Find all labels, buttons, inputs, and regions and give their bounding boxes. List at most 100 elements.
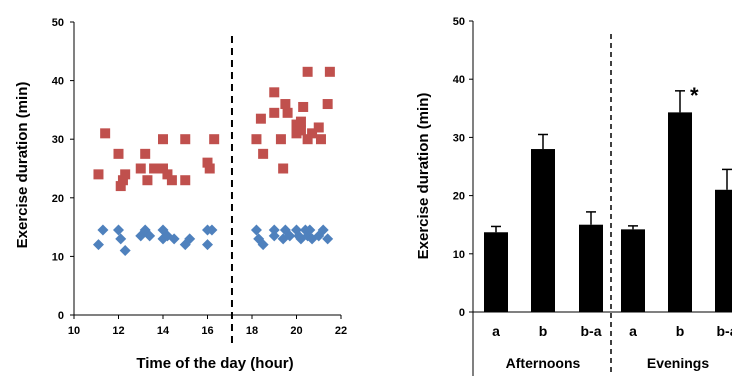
- scatter-x-axis-label: Time of the day (hour): [136, 355, 293, 372]
- scatter-point-square: [251, 134, 262, 145]
- bar-category-label: b: [539, 323, 548, 339]
- scatter-point-diamond: [119, 245, 131, 257]
- scatter-x-tick-label: 10: [68, 325, 80, 337]
- scatter-point-square: [204, 163, 215, 174]
- scatter-point-diamond: [144, 230, 156, 242]
- scatter-point-square: [280, 99, 291, 110]
- bar: [621, 229, 645, 312]
- scatter-point-diamond: [113, 224, 124, 236]
- scatter-point-diamond: [184, 233, 196, 245]
- scatter-point-square: [269, 107, 280, 118]
- scatter-point-square: [302, 134, 313, 145]
- scatter-point-square: [166, 175, 177, 186]
- scatter-points: [92, 66, 335, 257]
- scatter-point-square: [298, 101, 309, 112]
- bar-y-axis-label: Exercise duration (min): [415, 93, 432, 260]
- scatter-y-tick-label: 0: [58, 310, 64, 322]
- scatter-point-diamond: [317, 224, 329, 236]
- scatter-point-square: [113, 148, 124, 159]
- scatter-point-square: [120, 169, 131, 180]
- scatter-point-square: [93, 169, 104, 180]
- scatter-y-tick-label: 50: [52, 17, 64, 29]
- scatter-point-square: [117, 175, 128, 186]
- bar-y-tick-label: 0: [459, 307, 465, 319]
- bar-y-tick-label: 30: [453, 132, 465, 144]
- bar-y-tick-label: 10: [453, 249, 465, 261]
- scatter-point-diamond: [92, 239, 104, 251]
- scatter-point-square: [302, 66, 313, 77]
- scatter-point-diamond: [202, 239, 213, 251]
- scatter-x-tick-label: 22: [335, 325, 347, 337]
- bar-category-label: a: [492, 323, 500, 339]
- scatter-x-tick-label: 16: [201, 325, 213, 337]
- scatter-point-square: [313, 122, 324, 133]
- scatter-point-square: [255, 113, 266, 124]
- scatter-point-square: [295, 116, 306, 127]
- scatter-point-square: [295, 125, 306, 136]
- scatter-point-diamond: [304, 224, 316, 236]
- scatter-y-tick-label: 40: [52, 76, 64, 88]
- scatter-point-square: [209, 134, 220, 145]
- scatter-point-square: [322, 99, 333, 110]
- scatter-x-tick-label: 18: [246, 325, 258, 337]
- scatter-point-square: [180, 175, 191, 186]
- bar-chart: 0 10 20 30 40 50 ** a b b-a a b b-a Afternoons Even…: [415, 16, 732, 376]
- bar: [531, 149, 555, 312]
- scatter-point-square: [180, 134, 191, 145]
- bar-category-label: b-a: [581, 323, 602, 339]
- bar-group-labels: Afternoons Evenings: [472, 312, 709, 376]
- bar: [579, 224, 603, 312]
- scatter-point-diamond: [257, 239, 269, 251]
- scatter-point-square: [282, 107, 293, 118]
- scatter-y-axis-label: Exercise duration (min): [14, 82, 31, 249]
- scatter-point-square: [258, 148, 269, 159]
- bar: [668, 112, 692, 313]
- scatter-y-ticks: 0 10 20 30 40 50: [52, 17, 74, 322]
- scatter-point-square: [275, 134, 286, 145]
- bar-category-labels: a b b-a a b b-a: [492, 323, 732, 339]
- scatter-point-square: [100, 128, 111, 139]
- bar-category-label: a: [629, 323, 637, 339]
- bar-group-label: Afternoons: [506, 355, 581, 371]
- scatter-point-diamond: [168, 233, 180, 245]
- scatter-point-square: [307, 128, 318, 139]
- bar-series: **: [484, 83, 732, 313]
- scatter-y-tick-label: 10: [52, 251, 64, 263]
- bar-significance-marker: *: [690, 83, 699, 108]
- bar-y-tick-label: 50: [453, 16, 465, 28]
- bar-category-label: b-a: [717, 323, 732, 339]
- scatter-x-ticks: 10 12 14 16 18 20 22: [68, 315, 347, 337]
- scatter-point-square: [162, 169, 173, 180]
- scatter-point-square: [315, 134, 326, 145]
- scatter-point-square: [158, 163, 168, 174]
- bar-group-label: Evenings: [647, 355, 709, 371]
- scatter-point-square: [140, 148, 151, 159]
- scatter-point-square: [278, 163, 289, 174]
- scatter-point-diamond: [115, 233, 127, 245]
- scatter-point-square: [142, 175, 153, 186]
- scatter-x-tick-label: 20: [290, 325, 302, 337]
- bar-category-label: b: [676, 323, 685, 339]
- scatter-point-square: [202, 157, 213, 168]
- scatter-point-square: [115, 181, 126, 192]
- scatter-x-tick-label: 12: [112, 325, 124, 337]
- scatter-point-diamond: [322, 233, 334, 245]
- bar-y-tick-label: 40: [453, 74, 465, 86]
- scatter-y-tick-label: 30: [52, 134, 64, 146]
- scatter-point-square: [135, 163, 146, 174]
- bar: [715, 189, 732, 312]
- scatter-point-diamond: [206, 224, 218, 236]
- scatter-point-diamond: [284, 230, 296, 242]
- scatter-point-diamond: [268, 224, 280, 236]
- scatter-x-tick-label: 14: [157, 325, 170, 337]
- bar-y-ticks: 0 10 20 30 40 50: [453, 16, 473, 319]
- bar: [484, 232, 508, 312]
- scatter-chart: 0 10 20 30 40 50 10 12 14 16 18 20 22 Exercise dura…: [14, 17, 347, 372]
- scatter-y-tick-label: 20: [52, 193, 64, 205]
- scatter-point-square: [324, 66, 335, 77]
- scatter-point-square: [158, 134, 168, 145]
- bar-y-tick-label: 20: [453, 191, 465, 203]
- scatter-point-diamond: [97, 224, 109, 236]
- scatter-point-square: [269, 87, 280, 98]
